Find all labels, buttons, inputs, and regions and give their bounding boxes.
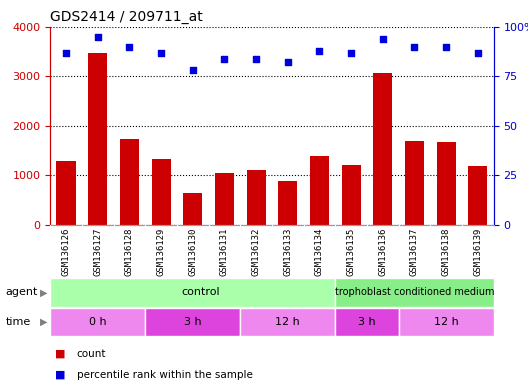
Text: GSM136138: GSM136138 — [441, 228, 451, 276]
Text: ■: ■ — [55, 370, 66, 380]
Bar — [50, 278, 335, 307]
Text: 12 h: 12 h — [434, 317, 458, 327]
Bar — [373, 73, 392, 225]
Text: GSM136136: GSM136136 — [378, 228, 388, 276]
Point — [410, 44, 419, 50]
Bar — [120, 139, 139, 225]
Bar — [399, 308, 494, 336]
Bar — [468, 166, 487, 225]
Point — [347, 50, 355, 56]
Point — [62, 50, 70, 56]
Text: 12 h: 12 h — [276, 317, 300, 327]
Bar — [310, 156, 329, 225]
Point — [220, 55, 229, 61]
Text: GSM136127: GSM136127 — [93, 228, 102, 276]
Text: GSM136134: GSM136134 — [315, 228, 324, 276]
Bar — [152, 159, 171, 225]
Bar — [50, 308, 145, 336]
Text: GSM136131: GSM136131 — [220, 228, 229, 276]
Text: ■: ■ — [55, 349, 66, 359]
Text: 3 h: 3 h — [358, 317, 376, 327]
Text: ▶: ▶ — [40, 317, 48, 327]
Text: GSM136126: GSM136126 — [61, 228, 71, 276]
Text: agent: agent — [5, 287, 37, 298]
Text: time: time — [5, 317, 31, 327]
Text: GSM136137: GSM136137 — [410, 228, 419, 276]
Bar — [342, 166, 361, 225]
Text: GSM136139: GSM136139 — [473, 228, 483, 276]
Text: GSM136132: GSM136132 — [251, 228, 261, 276]
Text: trophoblast conditioned medium: trophoblast conditioned medium — [335, 287, 494, 298]
Point — [474, 50, 482, 56]
Text: GDS2414 / 209711_at: GDS2414 / 209711_at — [50, 10, 203, 25]
Bar — [145, 308, 240, 336]
Bar — [183, 193, 202, 225]
Point — [252, 55, 260, 61]
Point — [93, 34, 102, 40]
Text: GSM136130: GSM136130 — [188, 228, 197, 276]
Text: 0 h: 0 h — [89, 317, 107, 327]
Bar — [335, 308, 399, 336]
Point — [442, 44, 450, 50]
Point — [284, 60, 292, 66]
Text: GSM136128: GSM136128 — [125, 228, 134, 276]
Bar — [56, 161, 76, 225]
Text: control: control — [181, 287, 220, 298]
Text: GSM136135: GSM136135 — [346, 228, 356, 276]
Text: count: count — [77, 349, 106, 359]
Text: 3 h: 3 h — [184, 317, 202, 327]
Point — [125, 44, 134, 50]
Bar — [278, 180, 297, 225]
Text: GSM136133: GSM136133 — [283, 228, 293, 276]
Text: GSM136129: GSM136129 — [156, 228, 166, 276]
Point — [188, 67, 197, 73]
Bar — [88, 53, 107, 225]
Bar — [247, 170, 266, 225]
Bar — [215, 173, 234, 225]
Bar — [335, 278, 494, 307]
Bar — [405, 141, 424, 225]
Point — [379, 36, 387, 42]
Point — [157, 50, 165, 56]
Bar — [240, 308, 335, 336]
Point — [315, 48, 324, 54]
Bar — [437, 142, 456, 225]
Text: percentile rank within the sample: percentile rank within the sample — [77, 370, 252, 380]
Text: ▶: ▶ — [40, 287, 48, 298]
